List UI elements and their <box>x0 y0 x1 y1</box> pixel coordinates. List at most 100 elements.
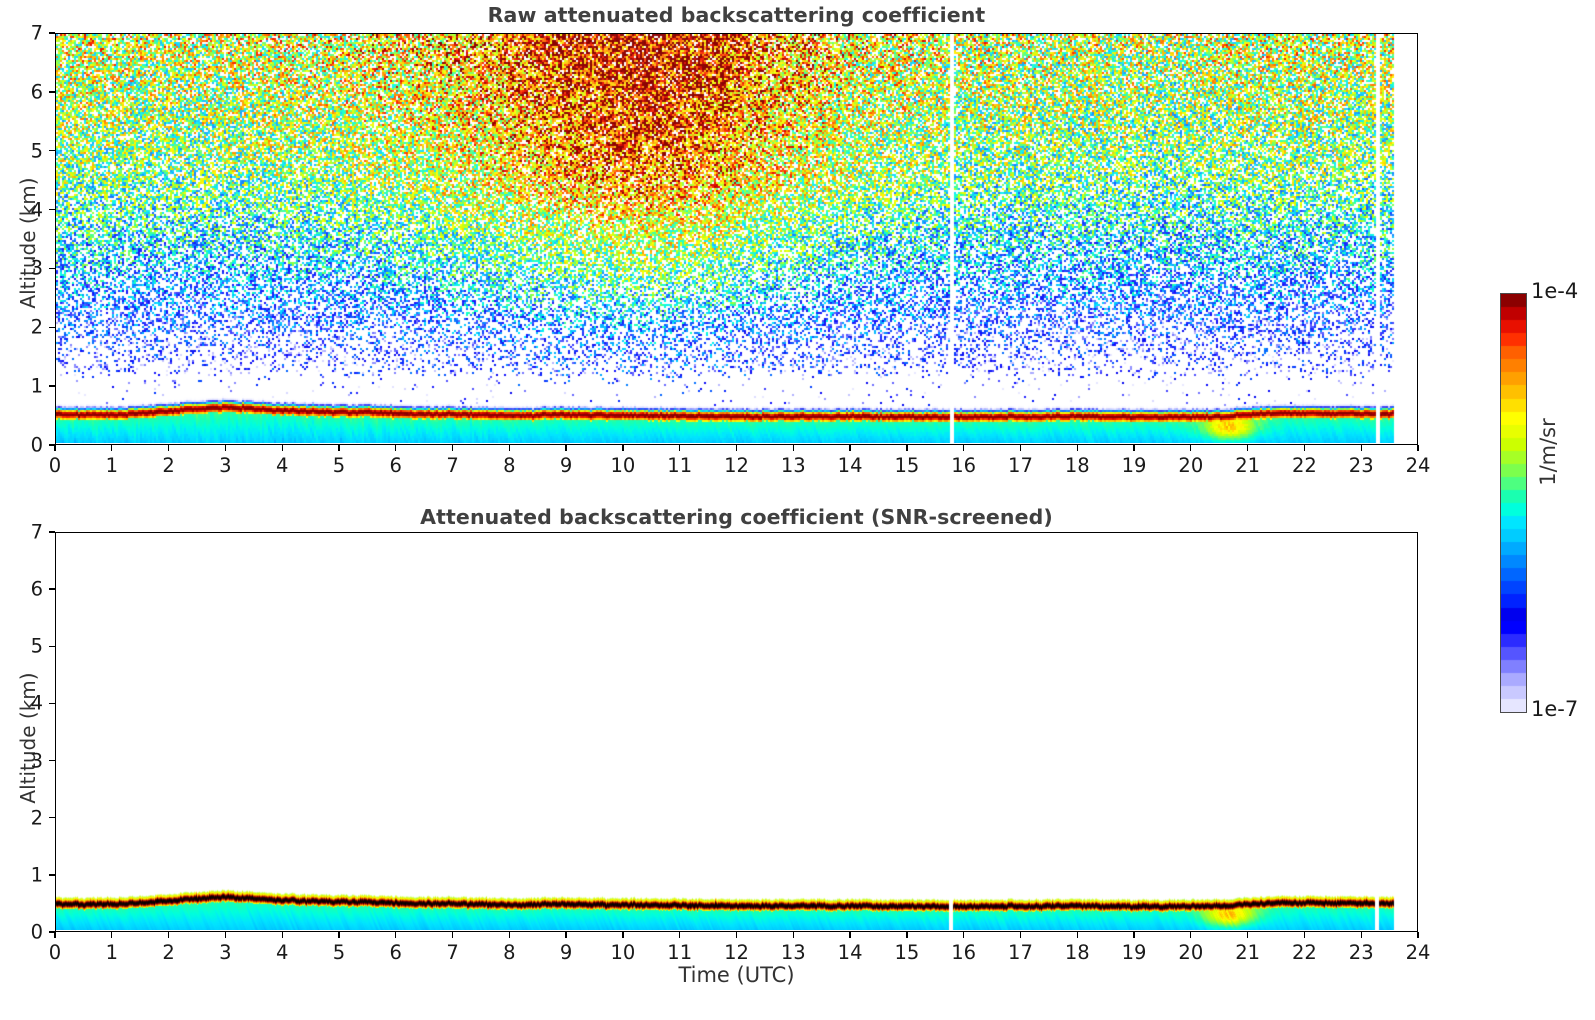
plot-area-screened[interactable] <box>55 532 1418 932</box>
y-tick-4-bottom <box>49 702 55 705</box>
y-tick-label-1-bottom: 1 <box>30 863 43 887</box>
x-tick-label-20-bottom: 20 <box>1178 941 1204 964</box>
x-tick-label-18-bottom: 18 <box>1064 941 1090 964</box>
x-tick-label-16-top: 16 <box>951 454 977 477</box>
x-tick-label-8-bottom: 8 <box>503 941 516 964</box>
x-tick-label-12-bottom: 12 <box>724 941 749 964</box>
x-tick-6-bottom <box>395 932 397 938</box>
heatmap-screened <box>56 533 1416 930</box>
x-tick-label-19-bottom: 19 <box>1121 941 1147 964</box>
x-tick-0-bottom <box>54 932 56 938</box>
x-tick-label-6-top: 6 <box>389 454 402 477</box>
x-tick-label-20-top: 20 <box>1178 454 1204 477</box>
y-tick-label-6-top: 6 <box>30 80 43 104</box>
y-tick-2-top <box>49 326 55 328</box>
y-tick-label-3-bottom: 3 <box>30 749 43 773</box>
y-tick-5-bottom <box>49 645 55 647</box>
x-tick-label-8-top: 8 <box>503 454 516 477</box>
colorbar-tick-min: 1e-7 <box>1531 697 1579 721</box>
x-tick-5-bottom <box>338 932 340 938</box>
x-tick-5-top <box>338 445 340 451</box>
panel-title-raw: Raw attenuated backscattering coefficien… <box>487 3 986 27</box>
x-tick-label-17-top: 17 <box>1008 454 1033 477</box>
x-tick-label-9-top: 9 <box>559 454 573 477</box>
x-tick-label-11-top: 11 <box>667 454 693 477</box>
x-tick-14-top <box>849 445 851 451</box>
x-tick-14-bottom <box>849 932 851 938</box>
plot-area-raw[interactable] <box>55 33 1418 445</box>
x-tick-label-19-top: 19 <box>1121 454 1147 477</box>
x-tick-label-0-bottom: 0 <box>48 941 62 964</box>
x-tick-10-top <box>622 445 624 451</box>
x-tick-21-top <box>1246 445 1249 451</box>
y-tick-7-bottom <box>49 531 55 533</box>
x-tick-16-top <box>963 445 965 451</box>
x-tick-13-bottom <box>792 932 794 938</box>
x-tick-label-4-top: 4 <box>275 454 289 477</box>
x-tick-4-top <box>281 445 283 451</box>
y-tick-7-top <box>49 32 55 34</box>
x-tick-label-5-top: 5 <box>332 454 346 477</box>
y-axis-label-top: Altitude (km) <box>16 177 40 309</box>
x-tick-24-top <box>1417 445 1419 451</box>
x-tick-17-top <box>1019 445 1022 451</box>
x-tick-12-bottom <box>735 932 738 938</box>
x-tick-0-top <box>54 445 56 451</box>
x-tick-9-top <box>565 445 567 451</box>
x-tick-label-6-bottom: 6 <box>389 941 402 964</box>
x-tick-label-2-bottom: 2 <box>162 941 175 964</box>
x-tick-2-bottom <box>167 932 170 938</box>
x-tick-label-23-bottom: 23 <box>1348 941 1374 964</box>
x-tick-label-12-top: 12 <box>724 454 749 477</box>
y-tick-4-top <box>49 208 55 211</box>
colorbar[interactable]: 1e-4 1e-7 <box>1500 279 1578 721</box>
y-tick-label-4-bottom: 4 <box>30 691 43 715</box>
x-tick-label-3-top: 3 <box>219 454 232 477</box>
x-tick-2-top <box>167 445 170 451</box>
y-tick-label-2-bottom: 2 <box>30 806 43 830</box>
x-tick-6-top <box>395 445 397 451</box>
y-tick-label-1-top: 1 <box>30 374 43 398</box>
y-tick-label-2-top: 2 <box>30 315 43 339</box>
x-tick-label-2-top: 2 <box>162 454 175 477</box>
y-tick-label-4-top: 4 <box>30 198 43 222</box>
x-tick-18-top <box>1076 445 1078 451</box>
x-tick-23-bottom <box>1360 932 1362 938</box>
y-tick-0-bottom <box>49 931 55 933</box>
y-tick-label-6-bottom: 6 <box>30 577 43 601</box>
x-tick-label-4-bottom: 4 <box>275 941 289 964</box>
x-tick-label-15-bottom: 15 <box>894 941 920 964</box>
x-tick-label-10-bottom: 10 <box>610 941 636 964</box>
x-tick-label-21-bottom: 21 <box>1235 941 1261 964</box>
x-tick-label-7-bottom: 7 <box>446 941 459 964</box>
x-tick-11-top <box>679 445 681 451</box>
x-tick-label-13-bottom: 13 <box>780 941 806 964</box>
x-tick-18-bottom <box>1076 932 1078 938</box>
y-tick-3-top <box>49 267 55 270</box>
x-tick-12-top <box>735 445 738 451</box>
x-tick-label-14-bottom: 14 <box>837 941 863 964</box>
y-tick-label-7-bottom: 7 <box>30 520 43 544</box>
x-tick-label-24-bottom: 24 <box>1405 941 1431 964</box>
x-tick-label-21-top: 21 <box>1235 454 1261 477</box>
x-tick-7-top <box>451 445 454 451</box>
x-tick-21-bottom <box>1246 932 1249 938</box>
y-tick-label-3-top: 3 <box>30 256 43 280</box>
x-tick-label-14-top: 14 <box>837 454 863 477</box>
y-tick-label-7-top: 7 <box>30 21 43 45</box>
y-tick-0-top <box>49 444 55 446</box>
x-tick-8-bottom <box>508 932 510 938</box>
x-tick-label-17-bottom: 17 <box>1008 941 1033 964</box>
x-tick-17-bottom <box>1019 932 1022 938</box>
x-tick-label-11-bottom: 11 <box>667 941 693 964</box>
x-tick-11-bottom <box>679 932 681 938</box>
x-tick-19-top <box>1133 445 1135 451</box>
x-tick-label-0-top: 0 <box>48 454 62 477</box>
x-tick-label-9-bottom: 9 <box>559 941 573 964</box>
y-tick-label-0-top: 0 <box>30 433 43 457</box>
x-tick-label-24-top: 24 <box>1405 454 1431 477</box>
colorbar-unit-label: 1/m/sr <box>1536 418 1560 486</box>
heatmap-raw <box>56 34 1416 443</box>
x-tick-label-10-top: 10 <box>610 454 636 477</box>
